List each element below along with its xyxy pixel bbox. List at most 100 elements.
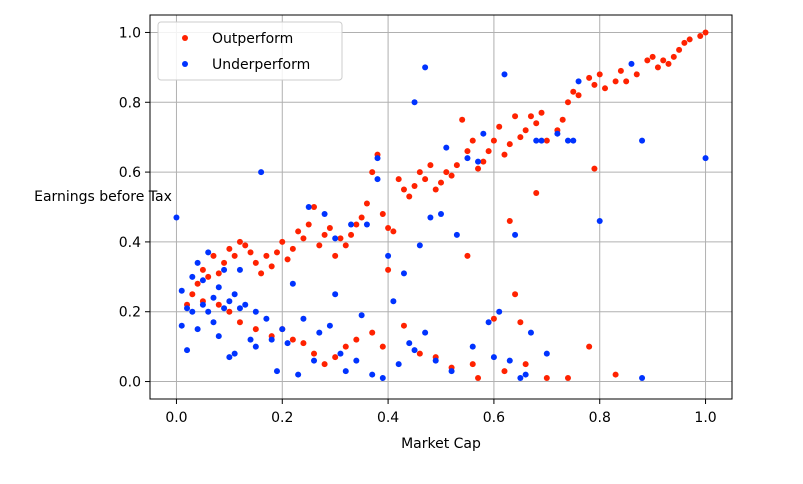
data-point bbox=[480, 158, 487, 165]
data-point bbox=[221, 259, 228, 266]
data-point bbox=[385, 266, 392, 273]
data-point bbox=[289, 280, 296, 287]
data-point bbox=[438, 179, 444, 186]
data-point bbox=[416, 350, 423, 357]
data-point bbox=[496, 123, 503, 130]
data-point bbox=[490, 137, 497, 144]
data-point bbox=[289, 336, 296, 343]
series-underperform bbox=[173, 60, 709, 382]
data-point bbox=[670, 53, 677, 60]
data-point bbox=[379, 343, 386, 350]
data-point bbox=[353, 336, 360, 343]
data-point bbox=[490, 354, 497, 361]
data-point bbox=[173, 214, 180, 221]
data-point bbox=[517, 375, 524, 382]
data-point bbox=[543, 350, 550, 357]
data-point bbox=[416, 242, 423, 249]
data-point bbox=[189, 308, 196, 315]
data-point bbox=[448, 172, 455, 179]
y-tick-label: 0.6 bbox=[119, 165, 141, 181]
data-point bbox=[702, 155, 709, 162]
legend-label: Underperform bbox=[212, 57, 310, 73]
data-point bbox=[644, 57, 651, 64]
data-point bbox=[496, 308, 503, 315]
data-point bbox=[300, 235, 307, 242]
data-point bbox=[268, 263, 275, 270]
data-point bbox=[469, 361, 476, 368]
data-point bbox=[279, 326, 286, 333]
data-point bbox=[226, 308, 233, 315]
data-point bbox=[194, 280, 201, 287]
data-point bbox=[226, 354, 233, 361]
data-point bbox=[348, 221, 355, 228]
data-point bbox=[617, 67, 624, 74]
data-point bbox=[564, 375, 571, 382]
data-point bbox=[512, 113, 519, 120]
data-point bbox=[236, 319, 243, 326]
data-point bbox=[321, 231, 328, 238]
data-point bbox=[184, 305, 191, 312]
data-point bbox=[321, 361, 328, 368]
legend-marker bbox=[182, 35, 188, 41]
y-tick-label: 0.8 bbox=[119, 95, 141, 111]
data-point bbox=[506, 141, 513, 148]
data-point bbox=[236, 305, 243, 312]
data-point bbox=[464, 155, 471, 162]
data-point bbox=[268, 336, 275, 343]
data-point bbox=[284, 256, 291, 263]
data-point bbox=[295, 228, 302, 235]
data-point bbox=[554, 130, 561, 137]
x-tick-label: 0.8 bbox=[589, 410, 611, 426]
data-point bbox=[242, 242, 249, 249]
data-point bbox=[506, 357, 513, 364]
data-point bbox=[295, 371, 302, 378]
data-point bbox=[697, 32, 704, 39]
data-point bbox=[570, 137, 577, 144]
data-point bbox=[406, 193, 413, 200]
data-point bbox=[215, 270, 222, 277]
data-point bbox=[205, 273, 212, 280]
data-point bbox=[501, 71, 508, 78]
y-tick-label: 0.4 bbox=[119, 235, 141, 251]
data-point bbox=[453, 162, 460, 169]
data-point bbox=[311, 357, 318, 364]
data-point bbox=[538, 137, 545, 144]
data-point bbox=[490, 315, 497, 322]
data-point bbox=[205, 249, 212, 256]
data-point bbox=[512, 231, 519, 238]
data-point bbox=[231, 252, 238, 259]
data-point bbox=[654, 64, 661, 71]
y-tick-label: 0.2 bbox=[119, 305, 141, 321]
data-point bbox=[406, 340, 413, 347]
data-point bbox=[464, 252, 471, 259]
data-point bbox=[517, 134, 524, 141]
data-point bbox=[252, 326, 259, 333]
data-point bbox=[480, 130, 487, 137]
data-point bbox=[501, 368, 508, 375]
data-point bbox=[533, 190, 540, 197]
data-point bbox=[358, 312, 365, 319]
data-point bbox=[422, 176, 429, 183]
data-point bbox=[475, 165, 482, 172]
data-point bbox=[199, 301, 206, 308]
data-point bbox=[326, 322, 333, 329]
data-point bbox=[443, 169, 450, 176]
data-point bbox=[353, 357, 360, 364]
data-point bbox=[543, 137, 550, 144]
data-point bbox=[199, 266, 206, 273]
data-point bbox=[273, 249, 280, 256]
data-point bbox=[533, 137, 540, 144]
data-point bbox=[612, 371, 619, 378]
data-point bbox=[242, 301, 249, 308]
data-point bbox=[258, 169, 265, 176]
data-point bbox=[385, 224, 392, 231]
data-point bbox=[422, 329, 429, 336]
data-point bbox=[379, 210, 386, 217]
data-point bbox=[374, 176, 381, 183]
data-point bbox=[252, 259, 259, 266]
data-point bbox=[459, 116, 466, 123]
data-point bbox=[422, 64, 429, 71]
data-point bbox=[199, 277, 206, 284]
data-point bbox=[279, 238, 286, 245]
data-point bbox=[512, 291, 519, 298]
